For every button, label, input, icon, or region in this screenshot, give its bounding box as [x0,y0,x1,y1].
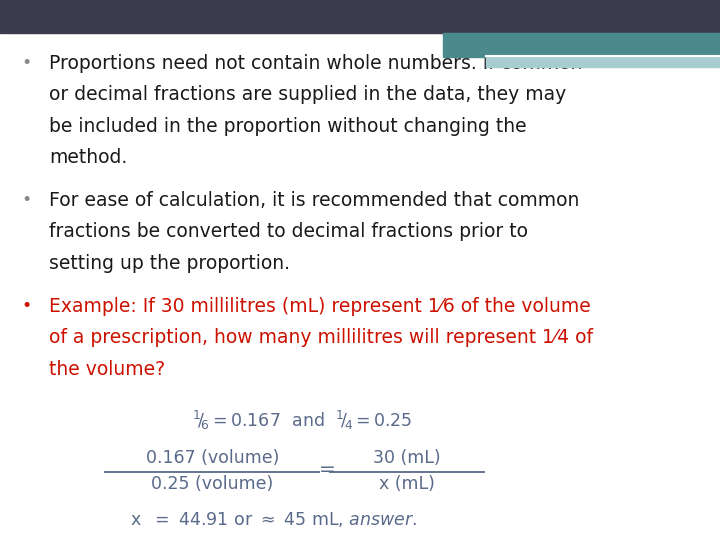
Bar [443,33,720,57]
Text: the volume?: the volume? [49,360,165,379]
Text: setting up the proportion.: setting up the proportion. [49,254,290,273]
Text: Proportions need not contain whole numbers. If common: Proportions need not contain whole numbe… [49,54,582,73]
Text: x  $=$ 44.91 or $\approx$ 45 mL, $\mathit{answer.}$: x $=$ 44.91 or $\approx$ 45 mL, $\mathit… [130,510,417,529]
Text: Example: If 30 millilitres (mL) represent 1⁄6 of the volume: Example: If 30 millilitres (mL) represen… [49,297,590,316]
Text: method.: method. [49,148,127,167]
Text: be included in the proportion without changing the: be included in the proportion without ch… [49,117,526,136]
Bar [0,0,720,33]
Text: •: • [22,297,32,315]
Text: 30 (mL): 30 (mL) [373,449,441,467]
Text: •: • [22,191,32,209]
Bar [486,56,720,67]
Text: of a prescription, how many millilitres will represent 1⁄4 of: of a prescription, how many millilitres … [49,328,593,347]
Text: x (mL): x (mL) [379,475,435,493]
Text: fractions be converted to decimal fractions prior to: fractions be converted to decimal fracti… [49,222,528,241]
Text: =: = [319,460,336,479]
Text: 0.167 (volume): 0.167 (volume) [145,449,279,467]
Text: $\mathsf{^1\!/\!_6 = 0.167\ \ and\ \ ^1\!/\!_4 = 0.25}$: $\mathsf{^1\!/\!_6 = 0.167\ \ and\ \ ^1\… [192,409,413,432]
Text: or decimal fractions are supplied in the data, they may: or decimal fractions are supplied in the… [49,85,566,104]
Text: For ease of calculation, it is recommended that common: For ease of calculation, it is recommend… [49,191,580,210]
Text: •: • [22,54,32,72]
Text: 0.25 (volume): 0.25 (volume) [151,475,274,493]
